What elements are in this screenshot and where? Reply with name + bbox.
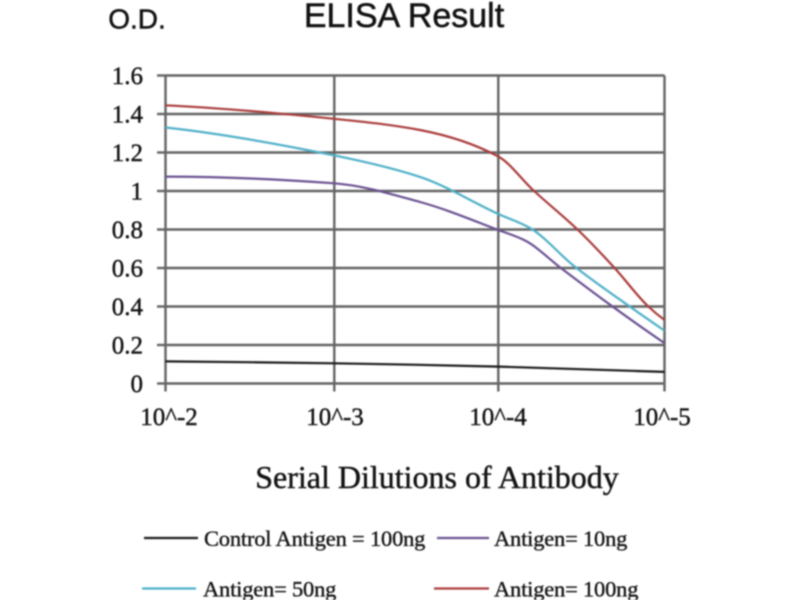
svg-text:0.2: 0.2 [112,333,143,360]
svg-text:1.4: 1.4 [112,102,144,129]
svg-text:Serial Dilutions of Antibody: Serial Dilutions of Antibody [255,459,619,495]
svg-text:Antigen= 10ng: Antigen= 10ng [494,526,627,551]
svg-text:Control Antigen = 100ng: Control Antigen = 100ng [204,526,425,551]
svg-text:10^-5: 10^-5 [633,404,691,431]
svg-text:10^-3: 10^-3 [306,404,364,431]
svg-text:1: 1 [131,179,144,206]
svg-text:Antigen= 50ng: Antigen= 50ng [203,577,336,600]
svg-text:10^-2: 10^-2 [140,404,198,431]
svg-text:1.6: 1.6 [112,63,143,90]
svg-text:1.2: 1.2 [112,140,143,167]
svg-text:ELISA Result: ELISA Result [304,0,505,35]
svg-text:0.8: 0.8 [112,217,143,244]
svg-text:10^-4: 10^-4 [469,404,527,431]
svg-text:0: 0 [131,371,144,398]
svg-text:0.6: 0.6 [112,256,143,283]
svg-text:0.4: 0.4 [112,294,144,321]
svg-text:Antigen= 100ng: Antigen= 100ng [494,577,638,600]
svg-text:O.D.: O.D. [108,4,166,35]
